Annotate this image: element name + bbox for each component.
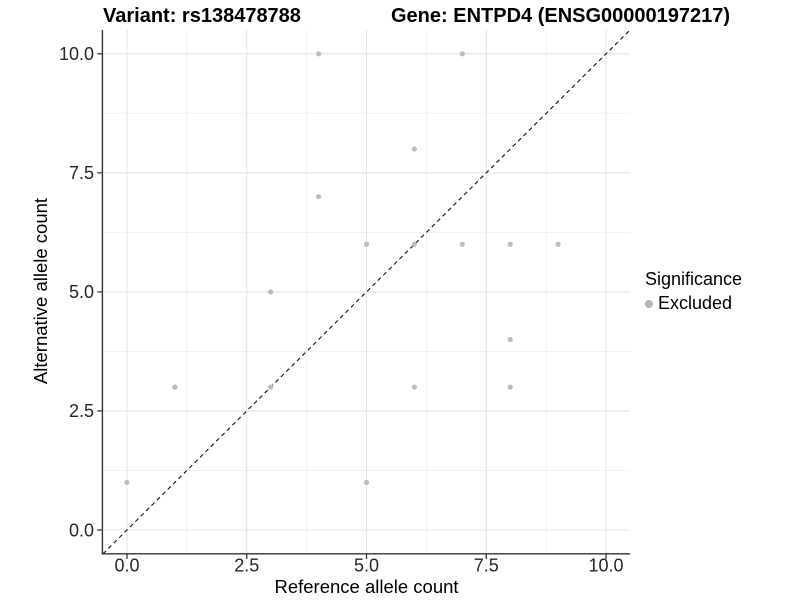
data-point [411,241,418,247]
data-point [268,289,274,295]
plot-title-gene: Gene: ENTPD4 (ENSG00000197217) [391,5,731,27]
legend-item-label: Excluded [658,293,733,313]
plot-title-variant: Variant: rs138478788 [103,5,301,27]
x-tick-label: 10.0 [589,556,624,576]
data-point [411,146,418,152]
data-points [124,51,561,485]
x-tick-label: 7.5 [474,556,499,576]
data-point [459,241,465,247]
legend-item-excluded: Excluded [645,293,742,314]
x-axis-title: Reference allele count [274,576,459,597]
identity-dashed-line [102,29,631,555]
y-tick-label: 5.0 [69,282,94,302]
legend-title: Significance [645,269,743,289]
gridlines-major [103,30,630,554]
data-point [459,51,465,57]
x-tick-label: 0.0 [114,556,139,576]
y-tick-label: 0.0 [69,520,94,540]
y-axis-title: Alternative allele count [30,197,51,385]
x-tick-label: 5.0 [354,556,379,576]
legend: Significance Excluded [645,269,742,314]
data-point [172,384,178,390]
y-tick-label: 2.5 [69,401,94,421]
data-point [507,241,513,247]
y-tick-label: 10.0 [59,44,94,64]
data-point [363,479,370,485]
data-point [507,336,513,343]
data-point [315,194,322,200]
data-point [411,384,418,390]
axis-ticks: 0.0 2.5 5.0 7.5 10.0 0.0 2.5 5.0 7.5 10.0 [59,44,624,575]
data-point [507,384,513,390]
data-point [555,241,561,247]
excluded-point-swatch [645,299,653,308]
data-point [268,384,274,390]
data-point [315,51,322,57]
x-tick-label: 2.5 [234,556,259,576]
data-point [363,241,370,247]
data-point [124,479,130,485]
y-tick-label: 7.5 [69,163,94,183]
